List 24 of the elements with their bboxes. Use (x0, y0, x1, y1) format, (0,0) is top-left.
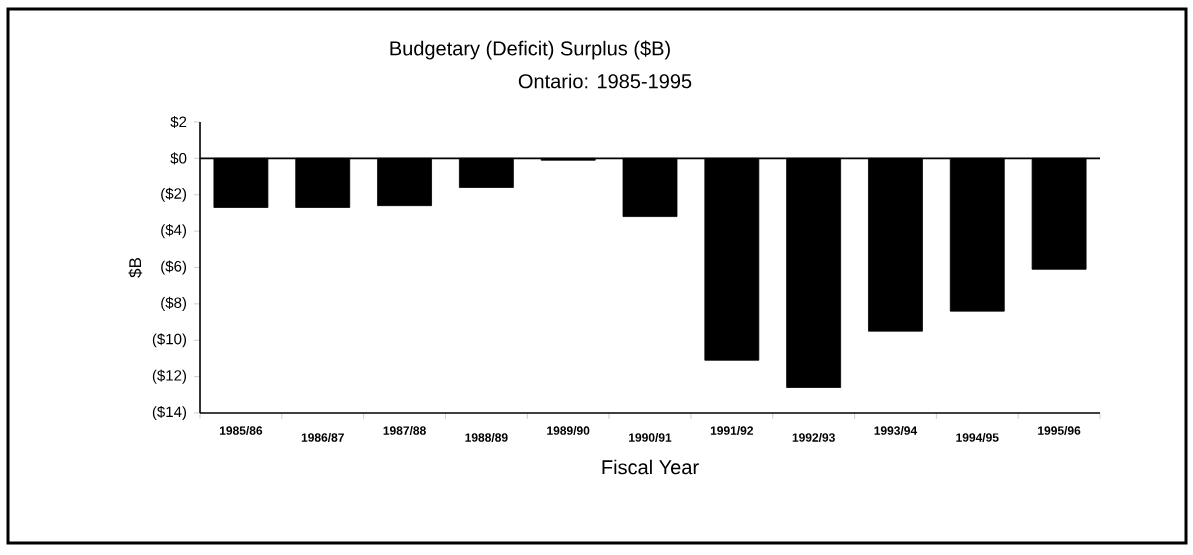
y-axis-title: $B (128, 257, 143, 278)
x-tick-label: 1991/92 (710, 426, 754, 435)
x-tick-label: 1986/87 (301, 432, 344, 442)
y-tick-label: ($12) (152, 369, 187, 384)
y-tick-label: ($10) (152, 333, 187, 348)
x-tick-label: 1993/94 (874, 426, 918, 435)
x-tick-label: 1992/93 (792, 432, 835, 442)
y-tick-label: ($2) (161, 187, 187, 202)
y-tick-label: ($6) (161, 260, 187, 275)
y-tick-label: $2 (170, 115, 187, 129)
y-tick-label: ($14) (152, 405, 187, 421)
y-tick-label: ($4) (161, 224, 187, 239)
chart-subtitle: Ontario: 1985-1995 (518, 73, 692, 89)
x-tick-label: 1988/89 (465, 432, 508, 442)
x-tick-label: 1990/91 (629, 432, 672, 442)
x-tick-label: 1985/86 (219, 426, 263, 435)
y-tick-label: $0 (170, 152, 187, 165)
chart-title: Budgetary (Deficit) Surplus ($B) (390, 40, 670, 60)
y-tick-label: ($8) (161, 296, 187, 311)
x-tick-label: 1995/96 (1038, 426, 1081, 435)
x-tick-label: 1987/88 (383, 426, 426, 435)
x-axis-title: Fiscal Year (602, 459, 699, 475)
x-tick-label: 1989/90 (547, 426, 590, 435)
x-tick-label: 1994/95 (956, 432, 999, 442)
